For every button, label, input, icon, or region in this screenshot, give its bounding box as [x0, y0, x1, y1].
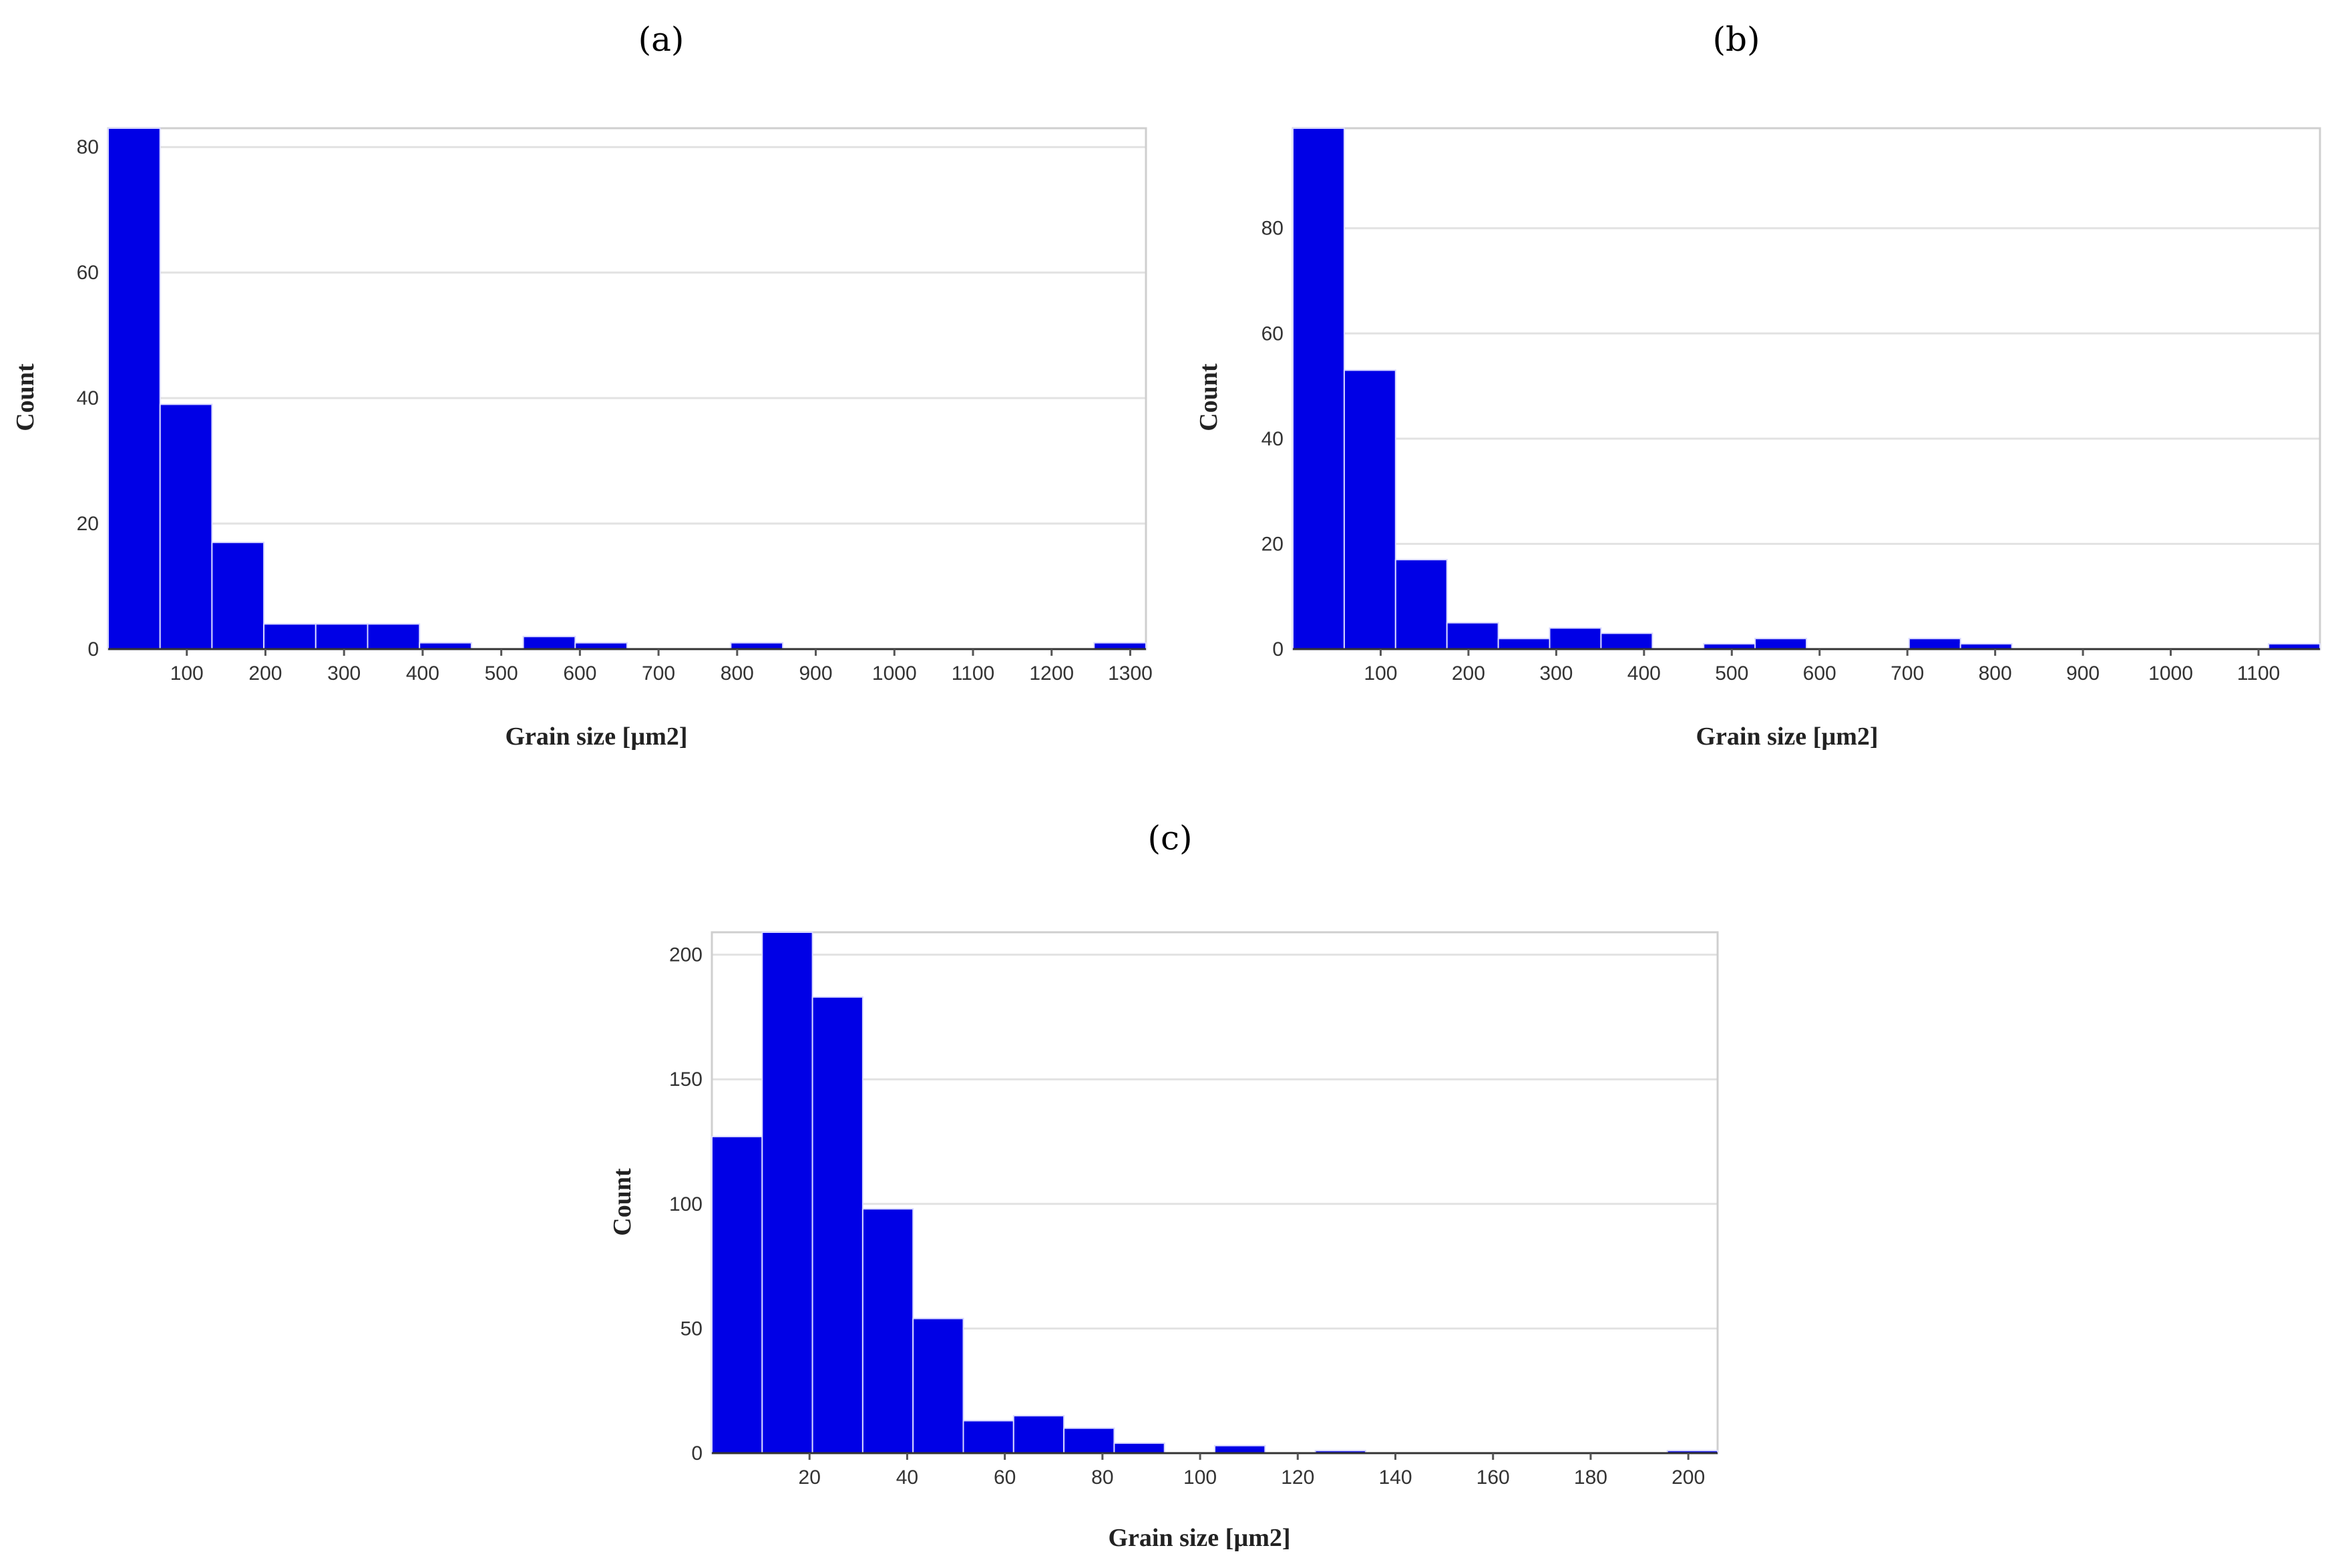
- x-tick-label: 800: [721, 662, 754, 684]
- histogram-bar: [367, 623, 421, 650]
- x-tick-label: 100: [170, 662, 204, 684]
- chart-panel: (b) 100 200 300 400 500 600 700 800 900 1000 1100 0 2…: [1195, 20, 2321, 751]
- y-tick-label: 40: [1261, 428, 1284, 450]
- x-tick-label: 800: [1979, 662, 2012, 684]
- histogram-bar: [1012, 1415, 1065, 1454]
- histogram-bar: [912, 1318, 964, 1454]
- panel-label: (c): [1147, 819, 1192, 857]
- x-tick-label: 200: [1672, 1466, 1705, 1489]
- y-tick-label: 0: [87, 638, 99, 660]
- histogram-bar: [1600, 632, 1653, 650]
- x-tick-label: 160: [1477, 1466, 1510, 1489]
- histogram-bar: [211, 542, 265, 650]
- x-tick-label: 100: [1183, 1466, 1217, 1489]
- y-tick-label: 150: [669, 1068, 703, 1091]
- histogram-bar: [1292, 128, 1345, 650]
- y-tick-label: 80: [1261, 218, 1284, 240]
- x-tick-label: 1000: [2148, 662, 2193, 684]
- y-axis-title: Count: [608, 1168, 636, 1236]
- histogram-bar: [1754, 638, 1808, 650]
- y-tick-label: 40: [77, 387, 99, 409]
- x-tick-label: 400: [406, 662, 439, 684]
- x-tick-label: 400: [1627, 662, 1661, 684]
- histogram-bar: [811, 996, 863, 1454]
- x-tick-label: 200: [1452, 662, 1485, 684]
- histogram-bar: [1113, 1442, 1165, 1454]
- x-tick-label: 300: [1539, 662, 1573, 684]
- y-tick-label: 20: [77, 513, 99, 535]
- x-tick-label: 80: [1091, 1466, 1113, 1489]
- histogram-bar: [1394, 559, 1448, 650]
- x-tick-label: 500: [1715, 662, 1748, 684]
- y-axis-title: Count: [1195, 363, 1223, 431]
- y-tick-label: 60: [1261, 323, 1284, 345]
- x-axis-title: Grain size [µm2]: [505, 723, 687, 751]
- chart-panel: (c) 20 40 60 80 100 120 140 160 180 200 0 50 100 150 20…: [608, 819, 1719, 1552]
- x-tick-label: 100: [1364, 662, 1397, 684]
- y-tick-label: 60: [77, 262, 99, 284]
- x-tick-label: 180: [1574, 1466, 1607, 1489]
- x-tick-label: 700: [642, 662, 675, 684]
- x-tick-label: 1000: [872, 662, 917, 684]
- histogram-bar: [711, 1136, 763, 1454]
- histogram-bar: [1343, 369, 1396, 650]
- x-axis-title: Grain size [µm2]: [1108, 1524, 1290, 1552]
- y-tick-label: 0: [691, 1442, 703, 1464]
- y-axis-title: Count: [11, 363, 39, 431]
- x-tick-label: 1100: [952, 662, 995, 684]
- x-tick-label: 120: [1281, 1466, 1314, 1489]
- histogram-bar: [761, 932, 813, 1454]
- histogram-bar: [108, 128, 161, 650]
- y-tick-label: 100: [669, 1193, 703, 1215]
- histogram-bar: [315, 623, 369, 650]
- panel-label: (b): [1712, 20, 1760, 59]
- x-tick-label: 1200: [1029, 662, 1074, 684]
- histogram-bar: [522, 636, 576, 650]
- y-tick-label: 0: [1272, 638, 1284, 660]
- x-tick-label: 900: [799, 662, 833, 684]
- histogram-bar: [1446, 622, 1499, 650]
- y-tick-label: 200: [669, 944, 703, 966]
- histogram-bar: [1497, 638, 1551, 650]
- x-tick-label: 1100: [2237, 662, 2281, 684]
- histogram-bar: [1063, 1427, 1115, 1454]
- x-tick-label: 900: [2066, 662, 2100, 684]
- x-tick-label: 700: [1891, 662, 1924, 684]
- x-tick-label: 200: [248, 662, 282, 684]
- x-tick-label: 140: [1378, 1466, 1412, 1489]
- panel-label: (a): [638, 20, 685, 59]
- x-tick-label: 600: [1803, 662, 1836, 684]
- histogram-bar: [1214, 1444, 1266, 1454]
- x-tick-label: 60: [994, 1466, 1016, 1489]
- histogram-bar: [861, 1208, 914, 1454]
- histogram-bar: [1549, 627, 1602, 650]
- histogram-bar: [159, 403, 213, 650]
- y-tick-label: 50: [680, 1318, 703, 1340]
- x-tick-label: 1300: [1108, 662, 1153, 684]
- x-tick-label: 300: [327, 662, 361, 684]
- x-axis-title: Grain size [µm2]: [1696, 723, 1878, 751]
- y-tick-label: 80: [77, 136, 99, 158]
- histogram-bar: [1908, 638, 1961, 650]
- x-tick-label: 600: [563, 662, 596, 684]
- chart-panel: (a)100 200 300 400 500 600 700 800 900 1000 1100 12…: [11, 20, 1153, 751]
- x-tick-label: 20: [799, 1466, 821, 1489]
- histogram-bar: [962, 1420, 1014, 1454]
- y-tick-label: 20: [1261, 533, 1284, 555]
- x-tick-label: 40: [896, 1466, 918, 1489]
- histogram-bar: [263, 623, 317, 650]
- x-tick-label: 500: [485, 662, 518, 684]
